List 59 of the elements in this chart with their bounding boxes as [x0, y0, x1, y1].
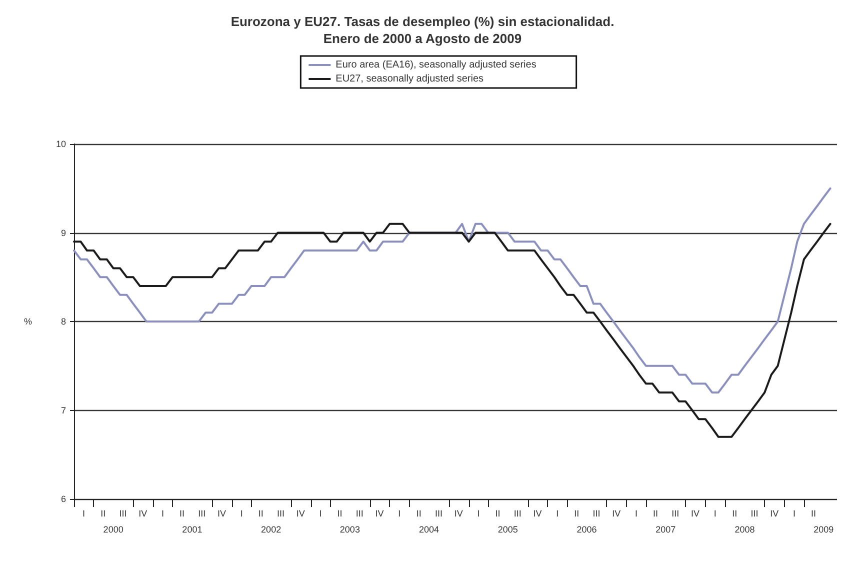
x-tick-label: 2004: [419, 524, 440, 534]
text: III: [277, 508, 285, 518]
y-tick-label: 9: [60, 228, 66, 238]
text: IV: [296, 508, 305, 518]
text: II: [574, 508, 580, 518]
text: III: [434, 508, 443, 518]
y-tick-label: 10: [56, 139, 66, 149]
x-tick-label: 2009: [814, 524, 834, 534]
text: II: [100, 508, 106, 518]
text: I: [477, 508, 480, 518]
text: III: [119, 508, 127, 518]
text: I: [82, 508, 85, 518]
text: III: [592, 508, 600, 518]
text: III: [514, 508, 522, 518]
text: IV: [770, 508, 779, 518]
legend-label: Euro area (EA16), seasonally adjusted series: [336, 60, 536, 70]
text: II: [810, 508, 816, 518]
text: III: [672, 508, 680, 518]
text: IV: [138, 508, 148, 518]
text: III: [198, 508, 206, 518]
text: I: [240, 508, 243, 518]
x-tick-label: 2008: [734, 524, 755, 534]
x-tick-label: 2005: [498, 524, 518, 534]
legend-label: EU27, seasonally adjusted series: [336, 74, 484, 84]
text: IV: [690, 508, 700, 518]
text: I: [319, 508, 322, 518]
text: I: [635, 508, 638, 518]
text: IV: [612, 508, 621, 518]
y-tick-label: 7: [60, 405, 66, 416]
text: IV: [375, 508, 384, 518]
text: II: [258, 508, 264, 518]
x-tick-label: 2007: [656, 524, 676, 534]
x-tick-label: 2003: [340, 524, 360, 534]
line-series: [73, 187, 832, 394]
text: II: [732, 508, 738, 518]
text: IV: [533, 508, 542, 518]
text: IV: [454, 508, 463, 518]
text: IV: [218, 508, 226, 518]
y-tick-label: 6: [60, 494, 66, 504]
text: III: [356, 508, 364, 518]
text: II: [652, 508, 658, 518]
text: II: [180, 508, 185, 518]
x-tick-label: 2001: [182, 524, 202, 534]
y-tick-label: 8: [60, 316, 66, 326]
text: II: [416, 508, 422, 518]
y-axis-title: %: [24, 316, 32, 326]
x-tick-label: 2002: [261, 524, 282, 534]
chart-title: Eurozona y EU27. Tasas de desempleo (%) sin estacionalidad.: [230, 14, 614, 29]
x-tick-label: 2000: [103, 524, 124, 534]
x-tick-label: 2006: [576, 524, 597, 534]
text: II: [495, 508, 500, 518]
text: I: [792, 508, 796, 518]
text: I: [714, 508, 716, 518]
text: I: [556, 508, 559, 518]
chart-subtitle: Enero de 2000 a Agosto de 2009: [323, 31, 522, 46]
text: II: [337, 508, 342, 518]
text: I: [162, 508, 164, 518]
text: III: [750, 508, 758, 518]
text: I: [398, 508, 401, 518]
